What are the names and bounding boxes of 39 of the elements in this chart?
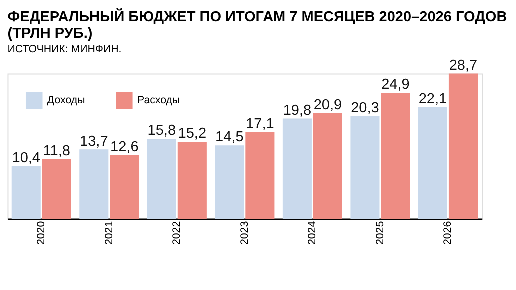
- data-label: 14,5: [216, 130, 244, 146]
- x-tick-label: 2021: [103, 221, 116, 246]
- x-tick-label: 2024: [306, 221, 319, 246]
- bar: [12, 166, 41, 219]
- legend-label: Расходы: [137, 94, 180, 107]
- legend-label: Доходы: [47, 94, 86, 107]
- bar: [147, 139, 176, 219]
- data-label: 19,8: [283, 102, 312, 119]
- data-label: 20,3: [351, 100, 380, 116]
- chart-subtitle: ИСТОЧНИК: МИНФИН.: [8, 43, 122, 56]
- data-label: 11,8: [43, 143, 70, 160]
- x-tick-label: 2026: [442, 221, 454, 246]
- bar: [381, 92, 410, 219]
- data-label: 17,1: [246, 116, 274, 133]
- data-label: 12,6: [110, 139, 139, 156]
- data-label: 13,7: [80, 134, 108, 150]
- data-label: 28,7: [449, 58, 478, 74]
- data-label: 24,9: [382, 77, 410, 94]
- chart-title: ФЕДЕРАЛЬНЫЙ БЮДЖЕТ ПО ИТОГАМ 7 МЕСЯЦЕВ 2020–2026 ГОДОВ (ТРЛН РУБ.): [8, 7, 508, 42]
- x-tick-label: 2025: [374, 221, 386, 246]
- data-label: 20,9: [314, 97, 342, 114]
- bar: [178, 142, 207, 219]
- data-label: 22,1: [418, 91, 448, 108]
- bar: [42, 159, 72, 219]
- bar: [313, 113, 342, 219]
- bar: [215, 146, 244, 219]
- bar: [282, 118, 312, 219]
- bar: [448, 74, 478, 219]
- bar: [110, 155, 140, 219]
- data-label: 10,4: [12, 150, 41, 166]
- bar: [418, 107, 448, 219]
- bar: [246, 132, 275, 219]
- bar: [350, 116, 380, 219]
- bar: [80, 150, 109, 219]
- data-label: 15,8: [148, 123, 176, 140]
- x-tick-label: 2022: [171, 221, 184, 246]
- x-tick-label: 2023: [238, 221, 251, 246]
- data-label: 15,2: [178, 126, 207, 142]
- x-tick-label: 2020: [36, 221, 48, 246]
